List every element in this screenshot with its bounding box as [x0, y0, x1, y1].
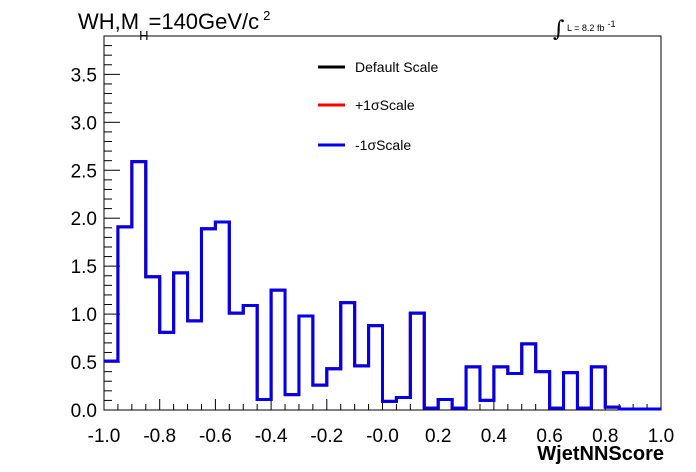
x-tick-label: -0.6 — [199, 426, 232, 447]
x-tick-label: -0.8 — [143, 426, 176, 447]
y-tick-label: 1.5 — [71, 257, 97, 278]
series-group — [104, 160, 661, 411]
x-axis-label: WjetNNScore — [537, 443, 664, 465]
y-tick-label: 3.0 — [71, 113, 97, 134]
y-tick-label: 3.5 — [71, 65, 97, 86]
x-tick-label: 0.2 — [425, 426, 451, 447]
y-tick-label: 2.0 — [71, 209, 97, 230]
x-tick-label: -0.0 — [366, 426, 399, 447]
legend-label: -1σScale — [355, 137, 411, 153]
x-tick-label: -0.2 — [310, 426, 343, 447]
x-tick-label: 1.0 — [648, 426, 674, 447]
y-tick-label: 1.0 — [71, 305, 97, 326]
y-tick-label: 0.5 — [71, 353, 97, 374]
y-tick-label: 2.5 — [71, 161, 97, 182]
x-tick-label: 0.4 — [481, 426, 508, 447]
series-line-2 — [104, 160, 661, 411]
legend-label: +1σScale — [355, 97, 415, 113]
legend: Default Scale +1σScale -1σScale — [318, 59, 438, 153]
luminosity-label: L = 8.2 fb -1 — [567, 19, 615, 33]
axes: -1.0 -0.8 -0.6 -0.4 -0.2 -0.0 0.2 0.4 0.6 0.8 1.0 0… — [71, 35, 674, 447]
y-tick-label: 0.0 — [71, 401, 97, 422]
chart-title: WH,MH=140GeV/c 2 — [78, 8, 270, 43]
x-tick-label: 0.6 — [536, 426, 562, 447]
x-tick-label: -1.0 — [88, 426, 121, 447]
x-tick-label: -0.4 — [255, 426, 288, 447]
luminosity-integral-symbol: ∫ — [553, 17, 565, 42]
x-tick-label: 0.8 — [592, 426, 618, 447]
legend-label: Default Scale — [355, 59, 438, 75]
